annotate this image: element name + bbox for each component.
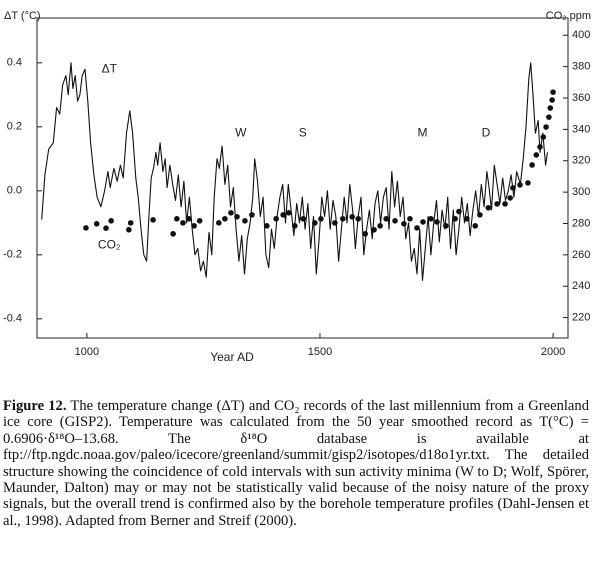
annotation: M bbox=[418, 125, 428, 139]
data-point bbox=[242, 218, 248, 224]
data-point bbox=[517, 182, 523, 188]
data-point bbox=[537, 144, 543, 150]
data-point bbox=[180, 220, 186, 226]
data-point bbox=[332, 220, 338, 226]
y2-tick-label: 400 bbox=[572, 29, 590, 41]
data-point bbox=[529, 162, 535, 168]
data-point bbox=[510, 185, 516, 191]
chart: ΔT (°C) CO₂ ppm Year AD -0.4 -0.2 0.0 0.2 0.… bbox=[3, 10, 591, 364]
data-point bbox=[525, 180, 531, 186]
data-point bbox=[174, 215, 180, 222]
data-point bbox=[273, 215, 279, 222]
y-tick-label: 0.2 bbox=[7, 121, 22, 133]
data-point bbox=[550, 89, 556, 95]
plot-frame bbox=[36, 17, 569, 339]
series-line bbox=[41, 62, 549, 281]
data-point bbox=[292, 223, 298, 229]
data-point bbox=[285, 210, 292, 216]
data-point bbox=[377, 223, 383, 229]
data-point bbox=[362, 231, 369, 237]
data-point bbox=[443, 223, 449, 229]
data-point bbox=[222, 215, 228, 222]
data-point bbox=[150, 217, 156, 223]
data-point bbox=[434, 219, 440, 225]
y2-tick-label: 360 bbox=[572, 92, 590, 104]
data-point bbox=[318, 215, 324, 222]
data-point bbox=[428, 215, 434, 222]
data-point bbox=[249, 212, 255, 218]
y2-tick-label: 220 bbox=[572, 312, 590, 324]
data-point bbox=[401, 221, 407, 227]
data-point bbox=[472, 223, 479, 229]
data-point bbox=[280, 212, 286, 218]
y2-tick-label: 340 bbox=[572, 123, 590, 135]
y-tick-label: -0.2 bbox=[3, 249, 22, 261]
data-point bbox=[392, 218, 398, 224]
data-point bbox=[485, 205, 492, 211]
x-axis-label: Year AD bbox=[210, 350, 254, 364]
data-point bbox=[127, 220, 134, 226]
y2-tick-label: 380 bbox=[572, 61, 590, 73]
data-point bbox=[546, 114, 552, 120]
data-point bbox=[477, 212, 483, 218]
data-point bbox=[216, 220, 222, 226]
data-point bbox=[126, 226, 132, 233]
y-tick-label: 0.4 bbox=[7, 57, 22, 69]
data-point bbox=[228, 210, 234, 216]
data-point bbox=[108, 218, 114, 224]
data-point bbox=[494, 201, 500, 207]
annotation: ΔT bbox=[102, 61, 118, 75]
data-point bbox=[340, 215, 346, 222]
data-point bbox=[371, 226, 377, 233]
data-point bbox=[464, 215, 470, 222]
y-tick-label: 0.0 bbox=[7, 185, 22, 197]
data-point bbox=[383, 215, 389, 222]
data-point bbox=[196, 218, 203, 224]
data-point bbox=[170, 231, 176, 237]
x-tick-label: 2000 bbox=[541, 346, 565, 358]
data-point bbox=[452, 215, 458, 222]
data-point bbox=[312, 220, 318, 226]
annotation: W bbox=[235, 125, 247, 139]
data-point bbox=[83, 225, 89, 231]
caption: Figure 12. The temperature change (ΔT) a… bbox=[3, 398, 589, 529]
data-point bbox=[349, 213, 355, 220]
y2-tick-label: 280 bbox=[572, 217, 590, 229]
data-point bbox=[234, 213, 240, 220]
y-axis-label: ΔT (°C) bbox=[4, 10, 41, 22]
caption-label: Figure 12. bbox=[3, 398, 67, 414]
data-point bbox=[549, 97, 555, 103]
annotation: D bbox=[482, 125, 491, 139]
y2-tick-label: 320 bbox=[572, 155, 590, 167]
caption-text: The temperature change (ΔT) and CO₂ reco… bbox=[3, 398, 590, 529]
data-point bbox=[502, 201, 508, 207]
y-tick-label: -0.4 bbox=[3, 313, 22, 325]
annotation: CO₂ bbox=[98, 237, 121, 251]
data-point bbox=[93, 221, 100, 227]
data-point bbox=[186, 215, 192, 222]
annotation: S bbox=[299, 125, 307, 139]
data-point bbox=[533, 152, 540, 158]
data-point bbox=[507, 195, 513, 201]
data-point bbox=[300, 215, 306, 222]
data-point bbox=[543, 124, 549, 130]
y2-tick-label: 260 bbox=[572, 249, 590, 261]
data-point bbox=[540, 134, 547, 140]
data-point bbox=[456, 208, 462, 215]
data-point bbox=[414, 225, 420, 231]
y2-tick-label: 240 bbox=[572, 280, 590, 292]
y2-axis-label: CO₂ ppm bbox=[546, 10, 591, 22]
data-point bbox=[407, 215, 413, 222]
data-point bbox=[547, 105, 554, 111]
x-tick-label: 1000 bbox=[75, 346, 99, 358]
data-point bbox=[355, 215, 362, 222]
y2-tick-label: 300 bbox=[572, 186, 590, 198]
data-point bbox=[264, 223, 270, 229]
data-point bbox=[191, 223, 197, 229]
x-tick-label: 1500 bbox=[308, 346, 332, 358]
data-point bbox=[420, 219, 426, 225]
data-point bbox=[103, 225, 109, 231]
